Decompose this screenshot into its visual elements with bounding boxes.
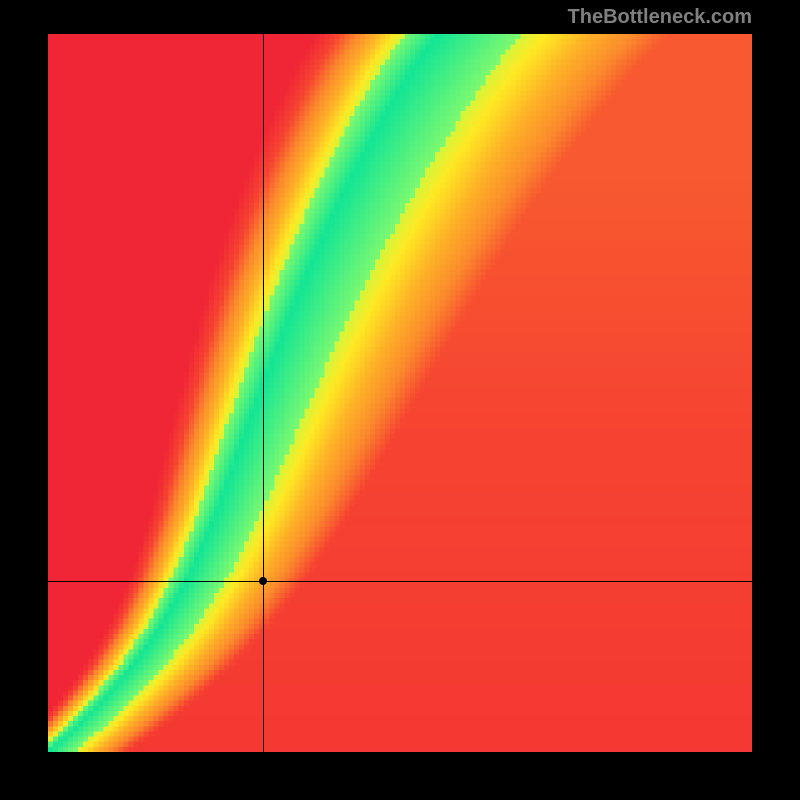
watermark-text: TheBottleneck.com: [568, 6, 752, 29]
bottleneck-heatmap: [48, 34, 752, 752]
chart-root: TheBottleneck.com: [0, 0, 800, 800]
